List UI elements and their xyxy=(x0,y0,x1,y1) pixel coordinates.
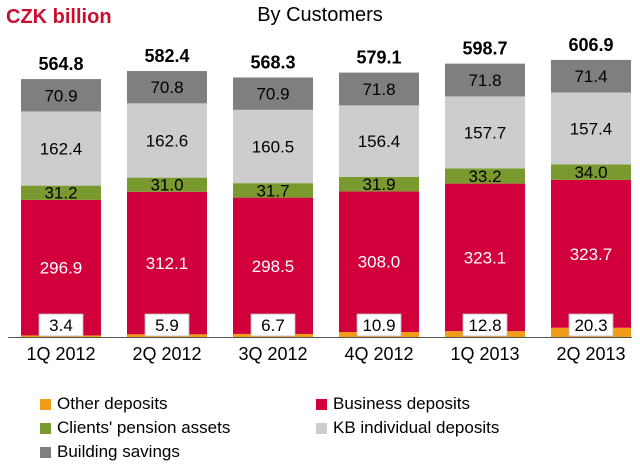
x-tick-label-4q-2012: 4Q 2012 xyxy=(344,344,413,364)
data-label-kb-individual-deposits-2q-2013: 157.4 xyxy=(570,119,613,138)
bar-segment-kb-individual-deposits-2q-2013 xyxy=(551,92,631,165)
legend-item-other-deposits: Other deposits xyxy=(40,394,168,414)
legend-label-business-deposits: Business deposits xyxy=(333,394,471,413)
x-tick-label-2q-2012: 2Q 2012 xyxy=(132,344,201,364)
data-label-business-deposits-3q-2012: 298.5 xyxy=(252,257,295,276)
bar-segment-building-savings-1q-2013 xyxy=(445,63,525,97)
data-label-building-savings-3q-2012: 70.9 xyxy=(256,85,289,104)
stacked-bar-chart: 3.4 296.9 31.2 162.4 70.9 564.8 1Q 2012 5.9 312.… xyxy=(8,35,632,364)
bar-segment-business-deposits-1q-2013 xyxy=(445,183,525,332)
data-label-building-savings-2q-2013: 71.4 xyxy=(574,67,607,86)
data-label-business-deposits-2q-2012: 312.1 xyxy=(146,254,189,273)
label-box-other-deposits-3q-2012 xyxy=(250,313,296,337)
data-label-clients-pension-assets-2q-2012: 31.0 xyxy=(150,176,183,195)
data-label-clients-pension-assets-3q-2012: 31.7 xyxy=(256,181,289,200)
bar-segment-kb-individual-deposits-3q-2012 xyxy=(233,109,313,184)
data-label-other-deposits-2q-2012: 5.9 xyxy=(155,316,179,335)
legend-item-building-savings: Building savings xyxy=(40,442,180,462)
unit-label: CZK billion xyxy=(6,6,112,28)
legend-label-other-deposits: Other deposits xyxy=(57,394,168,413)
data-label-kb-individual-deposits-1q-2012: 162.4 xyxy=(40,140,83,159)
data-label-other-deposits-3q-2012: 6.7 xyxy=(261,316,285,335)
bar-segment-building-savings-4q-2012 xyxy=(339,72,419,106)
data-label-building-savings-1q-2013: 71.8 xyxy=(468,71,501,90)
legend-label-clients-pension-assets: Clients' pension assets xyxy=(57,418,231,437)
x-tick-label-3q-2012: 3Q 2012 xyxy=(238,344,307,364)
total-label-2q-2012: 582.4 xyxy=(144,46,189,66)
bar-segment-kb-individual-deposits-2q-2012 xyxy=(127,103,207,178)
chart-legend: Other deposits Business deposits Clients' … xyxy=(40,394,630,466)
bar-segment-kb-individual-deposits-4q-2012 xyxy=(339,105,419,177)
legend-swatch-business-deposits xyxy=(316,398,327,410)
data-label-other-deposits-1q-2012: 3.4 xyxy=(49,316,73,335)
bar-segment-building-savings-3q-2012 xyxy=(233,77,313,110)
bar-segment-building-savings-1q-2012 xyxy=(21,79,101,112)
bar-segment-clients-pension-assets-2q-2012 xyxy=(127,177,207,192)
legend-item-business-deposits: Business deposits xyxy=(316,394,470,414)
bar-segment-business-deposits-1q-2012 xyxy=(21,199,101,336)
data-label-building-savings-4q-2012: 71.8 xyxy=(362,80,395,99)
legend-item-kb-individual-deposits: KB individual deposits xyxy=(316,418,499,438)
total-label-4q-2012: 579.1 xyxy=(356,48,401,68)
data-label-kb-individual-deposits-4q-2012: 156.4 xyxy=(358,132,401,151)
data-label-business-deposits-2q-2013: 323.7 xyxy=(570,245,613,264)
chart-title: By Customers xyxy=(257,4,383,26)
data-label-clients-pension-assets-1q-2013: 33.2 xyxy=(468,167,501,186)
legend-swatch-building-savings xyxy=(40,446,51,458)
bar-segment-clients-pension-assets-1q-2012 xyxy=(21,185,101,200)
bar-segment-clients-pension-assets-1q-2013 xyxy=(445,168,525,184)
legend-label-kb-individual-deposits: KB individual deposits xyxy=(333,418,500,437)
legend-swatch-kb-individual-deposits xyxy=(316,422,327,434)
legend-swatch-clients-pension-assets xyxy=(40,422,51,434)
total-label-1q-2012: 564.8 xyxy=(38,54,83,74)
legend-swatch-other-deposits xyxy=(40,398,51,410)
data-label-business-deposits-1q-2013: 323.1 xyxy=(464,248,507,267)
data-label-building-savings-2q-2012: 70.8 xyxy=(150,78,183,97)
bar-segment-kb-individual-deposits-1q-2013 xyxy=(445,96,525,169)
legend-item-clients-pension-assets: Clients' pension assets xyxy=(40,418,230,438)
data-label-clients-pension-assets-1q-2012: 31.2 xyxy=(44,184,77,203)
data-label-business-deposits-1q-2012: 296.9 xyxy=(40,259,83,278)
legend-label-building-savings: Building savings xyxy=(57,442,180,461)
data-label-other-deposits-2q-2013: 20.3 xyxy=(574,316,607,335)
bar-segment-business-deposits-4q-2012 xyxy=(339,191,419,333)
total-label-1q-2013: 598.7 xyxy=(462,39,507,59)
data-label-other-deposits-1q-2013: 12.8 xyxy=(468,316,501,335)
bar-segment-business-deposits-3q-2012 xyxy=(233,197,313,334)
x-tick-label-1q-2013: 1Q 2013 xyxy=(450,344,519,364)
bar-segment-building-savings-2q-2013 xyxy=(551,59,631,93)
total-label-2q-2013: 606.9 xyxy=(568,35,613,55)
bar-segment-clients-pension-assets-2q-2013 xyxy=(551,164,631,180)
x-tick-label-2q-2013: 2Q 2013 xyxy=(556,344,625,364)
x-tick-label-1q-2012: 1Q 2012 xyxy=(26,344,95,364)
label-box-other-deposits-1q-2013 xyxy=(462,313,508,337)
bar-segment-clients-pension-assets-3q-2012 xyxy=(233,183,313,198)
data-label-other-deposits-4q-2012: 10.9 xyxy=(362,316,395,335)
data-label-clients-pension-assets-2q-2013: 34.0 xyxy=(574,163,607,182)
bar-segment-clients-pension-assets-4q-2012 xyxy=(339,176,419,192)
label-box-other-deposits-1q-2012 xyxy=(38,313,84,337)
bar-segment-building-savings-2q-2012 xyxy=(127,71,207,104)
bar-segment-business-deposits-2q-2013 xyxy=(551,179,631,328)
label-box-other-deposits-2q-2013 xyxy=(568,313,614,337)
label-box-other-deposits-2q-2012 xyxy=(144,313,190,337)
bar-segment-kb-individual-deposits-1q-2012 xyxy=(21,111,101,186)
data-label-kb-individual-deposits-3q-2012: 160.5 xyxy=(252,138,295,157)
total-label-3q-2012: 568.3 xyxy=(250,52,295,72)
label-box-other-deposits-4q-2012 xyxy=(356,313,402,337)
data-label-kb-individual-deposits-1q-2013: 157.7 xyxy=(464,123,507,142)
data-label-clients-pension-assets-4q-2012: 31.9 xyxy=(362,175,395,194)
data-label-business-deposits-4q-2012: 308.0 xyxy=(358,253,401,272)
data-label-building-savings-1q-2012: 70.9 xyxy=(44,86,77,105)
bar-segment-business-deposits-2q-2012 xyxy=(127,191,207,335)
data-label-kb-individual-deposits-2q-2012: 162.6 xyxy=(146,131,189,150)
